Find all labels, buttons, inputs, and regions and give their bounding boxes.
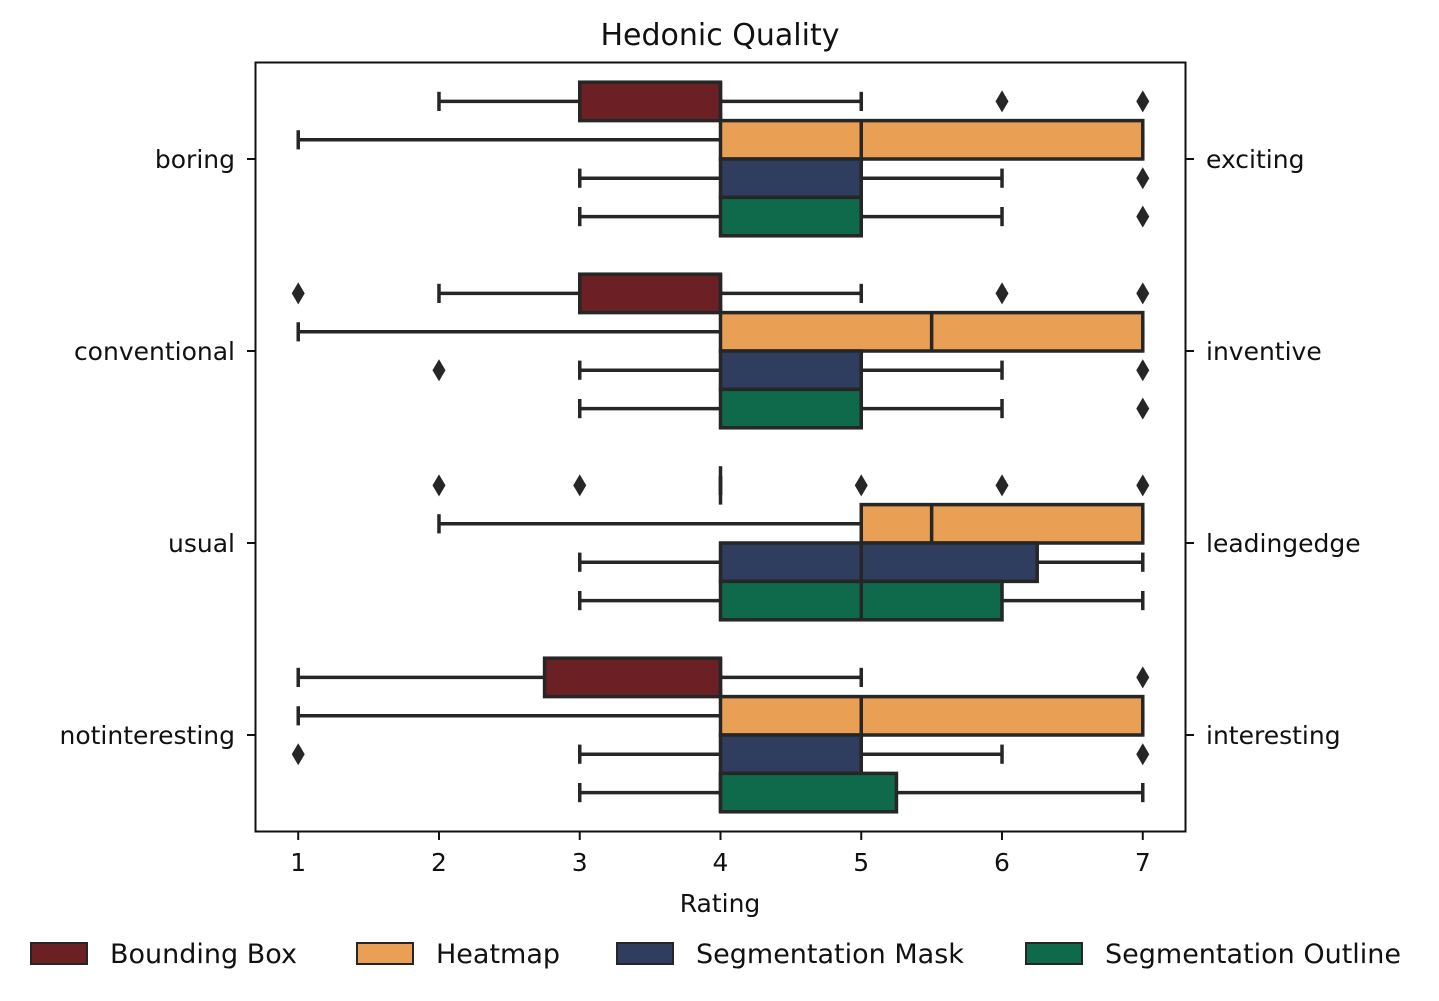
outlier-marker (1136, 359, 1150, 382)
legend-label: Heatmap (436, 939, 560, 970)
box (577, 80, 723, 123)
x-tick-label: 6 (994, 848, 1010, 877)
box (718, 387, 864, 430)
outlier-marker (1136, 666, 1150, 689)
x-tick-label: 3 (572, 848, 588, 877)
y-tick-label-left: notinteresting (59, 721, 235, 750)
x-tick-label: 2 (431, 848, 447, 877)
legend-swatch (30, 942, 88, 965)
outlier-marker (1136, 205, 1150, 228)
outlier-marker (573, 474, 587, 497)
legend-label: Bounding Box (110, 939, 297, 970)
legend: Bounding Box Heatmap Segmentation Mask Segm… (30, 939, 1401, 970)
box (718, 733, 864, 776)
box (718, 541, 1039, 584)
y-tick-label-right: inventive (1206, 337, 1322, 366)
boxes-layer (291, 80, 1150, 814)
box (542, 656, 723, 699)
outlier-marker (291, 282, 305, 305)
legend-label: Segmentation Outline (1105, 939, 1401, 970)
outlier-marker (432, 474, 446, 497)
box (718, 118, 1145, 161)
outlier-marker (1136, 90, 1150, 113)
y-tick-label-left: usual (168, 529, 235, 558)
x-axis-label: Rating (680, 889, 761, 918)
y-tick-label-right: leadingedge (1206, 529, 1361, 558)
box (577, 272, 723, 315)
box (718, 195, 864, 238)
legend-swatch (1025, 942, 1083, 965)
x-tick-label: 7 (1135, 848, 1151, 877)
x-tick-label: 5 (853, 848, 869, 877)
box (718, 771, 899, 814)
x-tick-label: 1 (290, 848, 306, 877)
outlier-marker (1136, 167, 1150, 190)
y-tick-label-right: interesting (1206, 721, 1341, 750)
outlier-marker (1136, 474, 1150, 497)
outlier-marker (291, 743, 305, 766)
x-tick-label: 4 (713, 848, 729, 877)
box (718, 349, 864, 392)
outlier-marker (1136, 743, 1150, 766)
outlier-marker (432, 359, 446, 382)
box (859, 502, 1145, 545)
box (718, 157, 864, 200)
y-tick-label-left: conventional (74, 337, 235, 366)
box (718, 694, 1145, 737)
legend-label: Segmentation Mask (696, 939, 964, 970)
legend-swatch (356, 942, 414, 965)
y-tick-label-right: exciting (1206, 145, 1304, 174)
chart-title: Hedonic Quality (601, 18, 840, 53)
outlier-marker (995, 90, 1009, 113)
outlier-marker (1136, 282, 1150, 305)
outlier-marker (1136, 397, 1150, 420)
outlier-marker (854, 474, 868, 497)
legend-swatch (616, 942, 674, 965)
y-tick-label-left: boring (155, 145, 235, 174)
outlier-marker (995, 282, 1009, 305)
outlier-marker (995, 474, 1009, 497)
ticks-layer: 1 2 3 4 5 6 7 boring conventional usual notinteres… (59, 145, 1360, 877)
